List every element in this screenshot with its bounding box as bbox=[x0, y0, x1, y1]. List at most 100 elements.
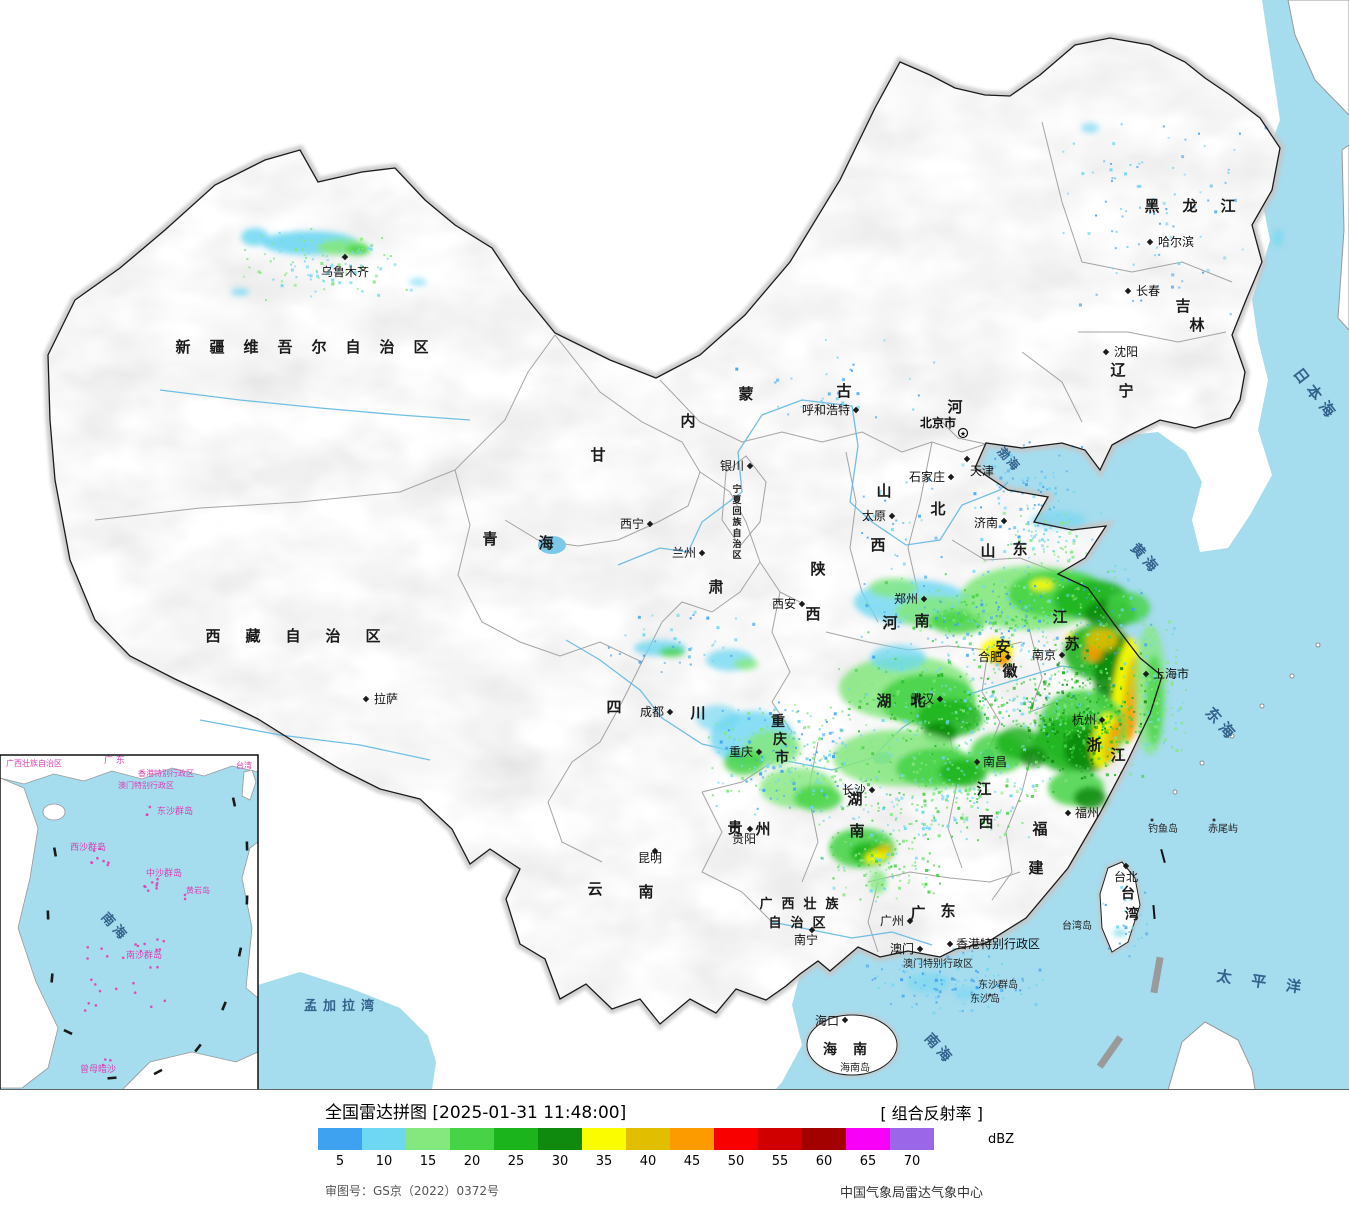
svg-text:重庆: 重庆 bbox=[729, 745, 753, 759]
legend-value-40: 40 bbox=[639, 1154, 657, 1169]
svg-text:族: 族 bbox=[732, 516, 742, 528]
svg-text:合肥: 合肥 bbox=[978, 649, 1002, 664]
svg-text:黑: 黑 bbox=[1144, 197, 1159, 215]
svg-text:湾: 湾 bbox=[1125, 906, 1139, 923]
svg-text:辽: 辽 bbox=[1110, 361, 1125, 379]
svg-text:新: 新 bbox=[175, 338, 190, 356]
svg-text:藏: 藏 bbox=[245, 627, 260, 645]
product-label: [ 组合反射率 ] bbox=[880, 1104, 983, 1123]
svg-text:南宁: 南宁 bbox=[794, 932, 818, 947]
svg-text:区: 区 bbox=[413, 338, 428, 356]
svg-text:东沙群岛: 东沙群岛 bbox=[978, 978, 1018, 991]
svg-text:上海市: 上海市 bbox=[1153, 666, 1189, 681]
svg-text:夏: 夏 bbox=[731, 495, 742, 506]
dbz-scale-values: 5 10 15 20 25 30 35 40 45 50 55 60 65 70 bbox=[318, 1154, 934, 1169]
svg-text:赤尾屿: 赤尾屿 bbox=[1208, 823, 1238, 835]
svg-text:台湾: 台湾 bbox=[236, 760, 252, 770]
svg-text:香港特别行政区: 香港特别行政区 bbox=[138, 768, 194, 778]
svg-text:西: 西 bbox=[205, 627, 220, 645]
svg-text:台湾岛: 台湾岛 bbox=[1062, 919, 1092, 932]
svg-text:成都: 成都 bbox=[640, 705, 664, 719]
dbz-unit-label: dBZ bbox=[988, 1132, 1015, 1147]
radar-echo-blobs bbox=[231, 123, 1283, 1000]
svg-text:区: 区 bbox=[365, 627, 380, 645]
svg-text:黄岩岛: 黄岩岛 bbox=[186, 885, 210, 895]
svg-text:东沙群岛: 东沙群岛 bbox=[157, 805, 193, 817]
svg-text:澳门特别行政区: 澳门特别行政区 bbox=[118, 780, 174, 790]
svg-text:湖: 湖 bbox=[876, 692, 891, 710]
svg-text:云: 云 bbox=[587, 880, 602, 898]
svg-text:贵阳: 贵阳 bbox=[732, 832, 756, 846]
svg-text:石家庄: 石家庄 bbox=[909, 469, 945, 484]
legend-cell-30 bbox=[538, 1128, 582, 1150]
svg-text:庆: 庆 bbox=[773, 731, 787, 748]
svg-text:河: 河 bbox=[947, 398, 962, 416]
svg-text:治: 治 bbox=[732, 538, 741, 550]
svg-text:台: 台 bbox=[1121, 885, 1135, 902]
svg-text:湖: 湖 bbox=[847, 790, 862, 808]
svg-text:海南岛: 海南岛 bbox=[840, 1061, 870, 1074]
svg-text:长春: 长春 bbox=[1136, 284, 1160, 298]
legend-value-15: 15 bbox=[419, 1154, 437, 1169]
svg-text:天津: 天津 bbox=[970, 464, 994, 478]
svg-text:林: 林 bbox=[1189, 316, 1205, 334]
svg-text:南沙群岛: 南沙群岛 bbox=[126, 949, 162, 961]
svg-text:哈尔滨: 哈尔滨 bbox=[1158, 234, 1194, 249]
svg-text:西沙群岛: 西沙群岛 bbox=[70, 841, 106, 853]
svg-text:拉萨: 拉萨 bbox=[374, 691, 398, 706]
svg-text:郑州: 郑州 bbox=[894, 591, 918, 606]
svg-text:台北: 台北 bbox=[1114, 869, 1138, 884]
svg-text:西安: 西安 bbox=[772, 596, 796, 611]
svg-text:福: 福 bbox=[1031, 820, 1047, 838]
svg-text:海口: 海口 bbox=[815, 1013, 839, 1028]
svg-text:壮: 壮 bbox=[803, 896, 816, 912]
legend-value-35: 35 bbox=[595, 1154, 613, 1169]
inset-frame bbox=[0, 754, 1349, 1090]
svg-text:自: 自 bbox=[285, 627, 300, 645]
svg-text:澳门特别行政区: 澳门特别行政区 bbox=[903, 957, 973, 970]
data-source-credit: 中国气象局雷达气象中心 bbox=[839, 1186, 983, 1201]
svg-text:四: 四 bbox=[606, 698, 621, 716]
svg-text:尔: 尔 bbox=[311, 338, 326, 356]
legend-value-45: 45 bbox=[683, 1154, 701, 1169]
svg-text:中沙群岛: 中沙群岛 bbox=[146, 867, 182, 879]
svg-text:山: 山 bbox=[980, 542, 995, 560]
svg-text:江: 江 bbox=[976, 780, 991, 798]
svg-text:自: 自 bbox=[345, 338, 360, 356]
svg-text:宁: 宁 bbox=[732, 483, 741, 495]
legend-cell-20 bbox=[450, 1128, 494, 1150]
legend-value-65: 65 bbox=[859, 1154, 877, 1169]
dbz-colorbar bbox=[318, 1128, 934, 1150]
svg-text:西: 西 bbox=[781, 897, 794, 912]
svg-text:北: 北 bbox=[910, 692, 925, 710]
svg-text:自: 自 bbox=[732, 527, 741, 539]
svg-text:海: 海 bbox=[538, 534, 553, 552]
svg-text:南京: 南京 bbox=[1032, 647, 1056, 662]
legend-cell-35 bbox=[582, 1128, 626, 1150]
legend-cell-55 bbox=[758, 1128, 802, 1150]
svg-text:重: 重 bbox=[771, 713, 785, 730]
svg-text:东沙岛: 东沙岛 bbox=[970, 992, 1000, 1005]
svg-text:孟加拉湾: 孟加拉湾 bbox=[304, 998, 380, 1014]
legend-cell-60 bbox=[802, 1128, 846, 1150]
svg-text:曾母暗沙: 曾母暗沙 bbox=[80, 1063, 116, 1075]
china-radar-map: 新疆维吾尔自治区西藏自治区黑龙江吉林辽宁内蒙 古河北山西山东陕西河南江苏安徽湖 北四… bbox=[0, 0, 1349, 1090]
svg-text:南: 南 bbox=[638, 883, 653, 901]
svg-text:治: 治 bbox=[325, 627, 340, 645]
svg-text:浙: 浙 bbox=[1086, 736, 1101, 754]
svg-text:西: 西 bbox=[978, 813, 993, 831]
map-license-number: 审图号：GS京（2022）0372号 bbox=[325, 1184, 499, 1198]
svg-text:福州: 福州 bbox=[1075, 805, 1099, 820]
svg-text:香港特别行政区: 香港特别行政区 bbox=[956, 936, 1040, 951]
svg-text:江: 江 bbox=[1220, 197, 1235, 215]
svg-text:贵: 贵 bbox=[727, 819, 742, 837]
svg-text:广: 广 bbox=[910, 904, 925, 922]
svg-text:南: 南 bbox=[914, 612, 929, 630]
svg-text:川: 川 bbox=[689, 704, 705, 722]
svg-text:西: 西 bbox=[870, 536, 885, 554]
svg-text:吾: 吾 bbox=[277, 338, 292, 356]
neighbor-lands bbox=[804, 0, 1349, 1090]
svg-text:陕: 陕 bbox=[810, 560, 825, 578]
